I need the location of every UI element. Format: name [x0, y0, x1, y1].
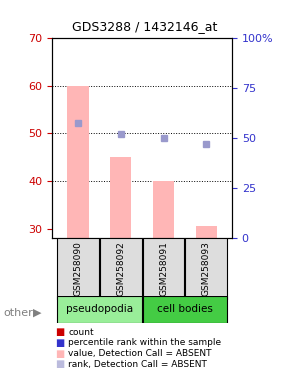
Text: ■: ■: [55, 349, 64, 359]
Text: count: count: [68, 328, 94, 337]
Text: rank, Detection Call = ABSENT: rank, Detection Call = ABSENT: [68, 360, 207, 369]
Text: cell bodies: cell bodies: [157, 304, 213, 314]
Text: GSM258092: GSM258092: [116, 242, 125, 296]
FancyBboxPatch shape: [57, 296, 142, 323]
FancyBboxPatch shape: [100, 238, 142, 300]
Text: ■: ■: [55, 327, 64, 337]
Bar: [110, 157, 131, 238]
Text: pseudopodia: pseudopodia: [66, 304, 133, 314]
Text: GSM258091: GSM258091: [159, 242, 168, 296]
FancyBboxPatch shape: [57, 238, 99, 300]
Text: ▶: ▶: [33, 308, 42, 318]
Text: GDS3288 / 1432146_at: GDS3288 / 1432146_at: [72, 20, 218, 33]
Text: percentile rank within the sample: percentile rank within the sample: [68, 338, 221, 348]
Bar: [67, 86, 88, 238]
Text: other: other: [3, 308, 33, 318]
Text: ■: ■: [55, 359, 64, 369]
Bar: [196, 226, 217, 238]
FancyBboxPatch shape: [185, 238, 227, 300]
Text: GSM258093: GSM258093: [202, 242, 211, 296]
Text: ■: ■: [55, 338, 64, 348]
Text: GSM258090: GSM258090: [73, 242, 82, 296]
Bar: [153, 181, 174, 238]
FancyBboxPatch shape: [142, 296, 227, 323]
Text: value, Detection Call = ABSENT: value, Detection Call = ABSENT: [68, 349, 212, 358]
FancyBboxPatch shape: [142, 238, 184, 300]
